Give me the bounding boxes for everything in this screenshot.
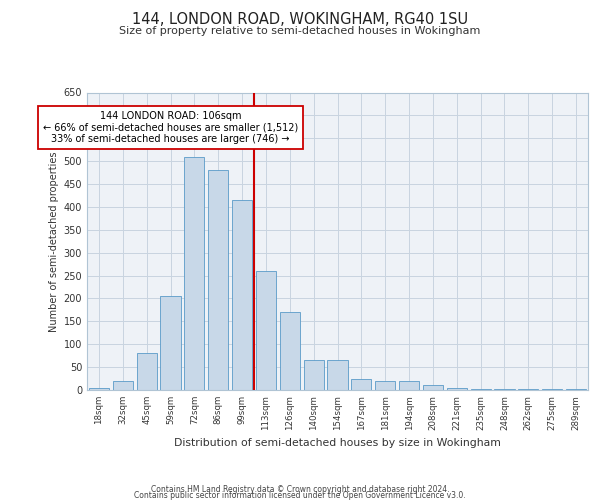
Text: 144, LONDON ROAD, WOKINGHAM, RG40 1SU: 144, LONDON ROAD, WOKINGHAM, RG40 1SU [132, 12, 468, 28]
Text: 144 LONDON ROAD: 106sqm
← 66% of semi-detached houses are smaller (1,512)
33% of: 144 LONDON ROAD: 106sqm ← 66% of semi-de… [43, 111, 298, 144]
Bar [566, 389, 586, 390]
Text: Size of property relative to semi-detached houses in Wokingham: Size of property relative to semi-detach… [119, 26, 481, 36]
Bar [328, 360, 347, 390]
Y-axis label: Number of semi-detached properties: Number of semi-detached properties [49, 151, 59, 332]
Bar [470, 388, 491, 390]
Text: Contains public sector information licensed under the Open Government Licence v3: Contains public sector information licen… [134, 490, 466, 500]
Bar [113, 381, 133, 390]
Bar [160, 296, 181, 390]
Bar [137, 354, 157, 390]
Bar [184, 156, 205, 390]
Bar [208, 170, 229, 390]
Bar [542, 389, 562, 390]
Bar [494, 389, 515, 390]
X-axis label: Distribution of semi-detached houses by size in Wokingham: Distribution of semi-detached houses by … [174, 438, 501, 448]
Bar [351, 378, 371, 390]
Bar [256, 271, 276, 390]
Bar [518, 389, 538, 390]
Bar [423, 384, 443, 390]
Bar [89, 388, 109, 390]
Bar [399, 381, 419, 390]
Bar [232, 200, 252, 390]
Bar [446, 388, 467, 390]
Bar [280, 312, 300, 390]
Bar [375, 381, 395, 390]
Bar [304, 360, 324, 390]
Text: Contains HM Land Registry data © Crown copyright and database right 2024.: Contains HM Land Registry data © Crown c… [151, 484, 449, 494]
